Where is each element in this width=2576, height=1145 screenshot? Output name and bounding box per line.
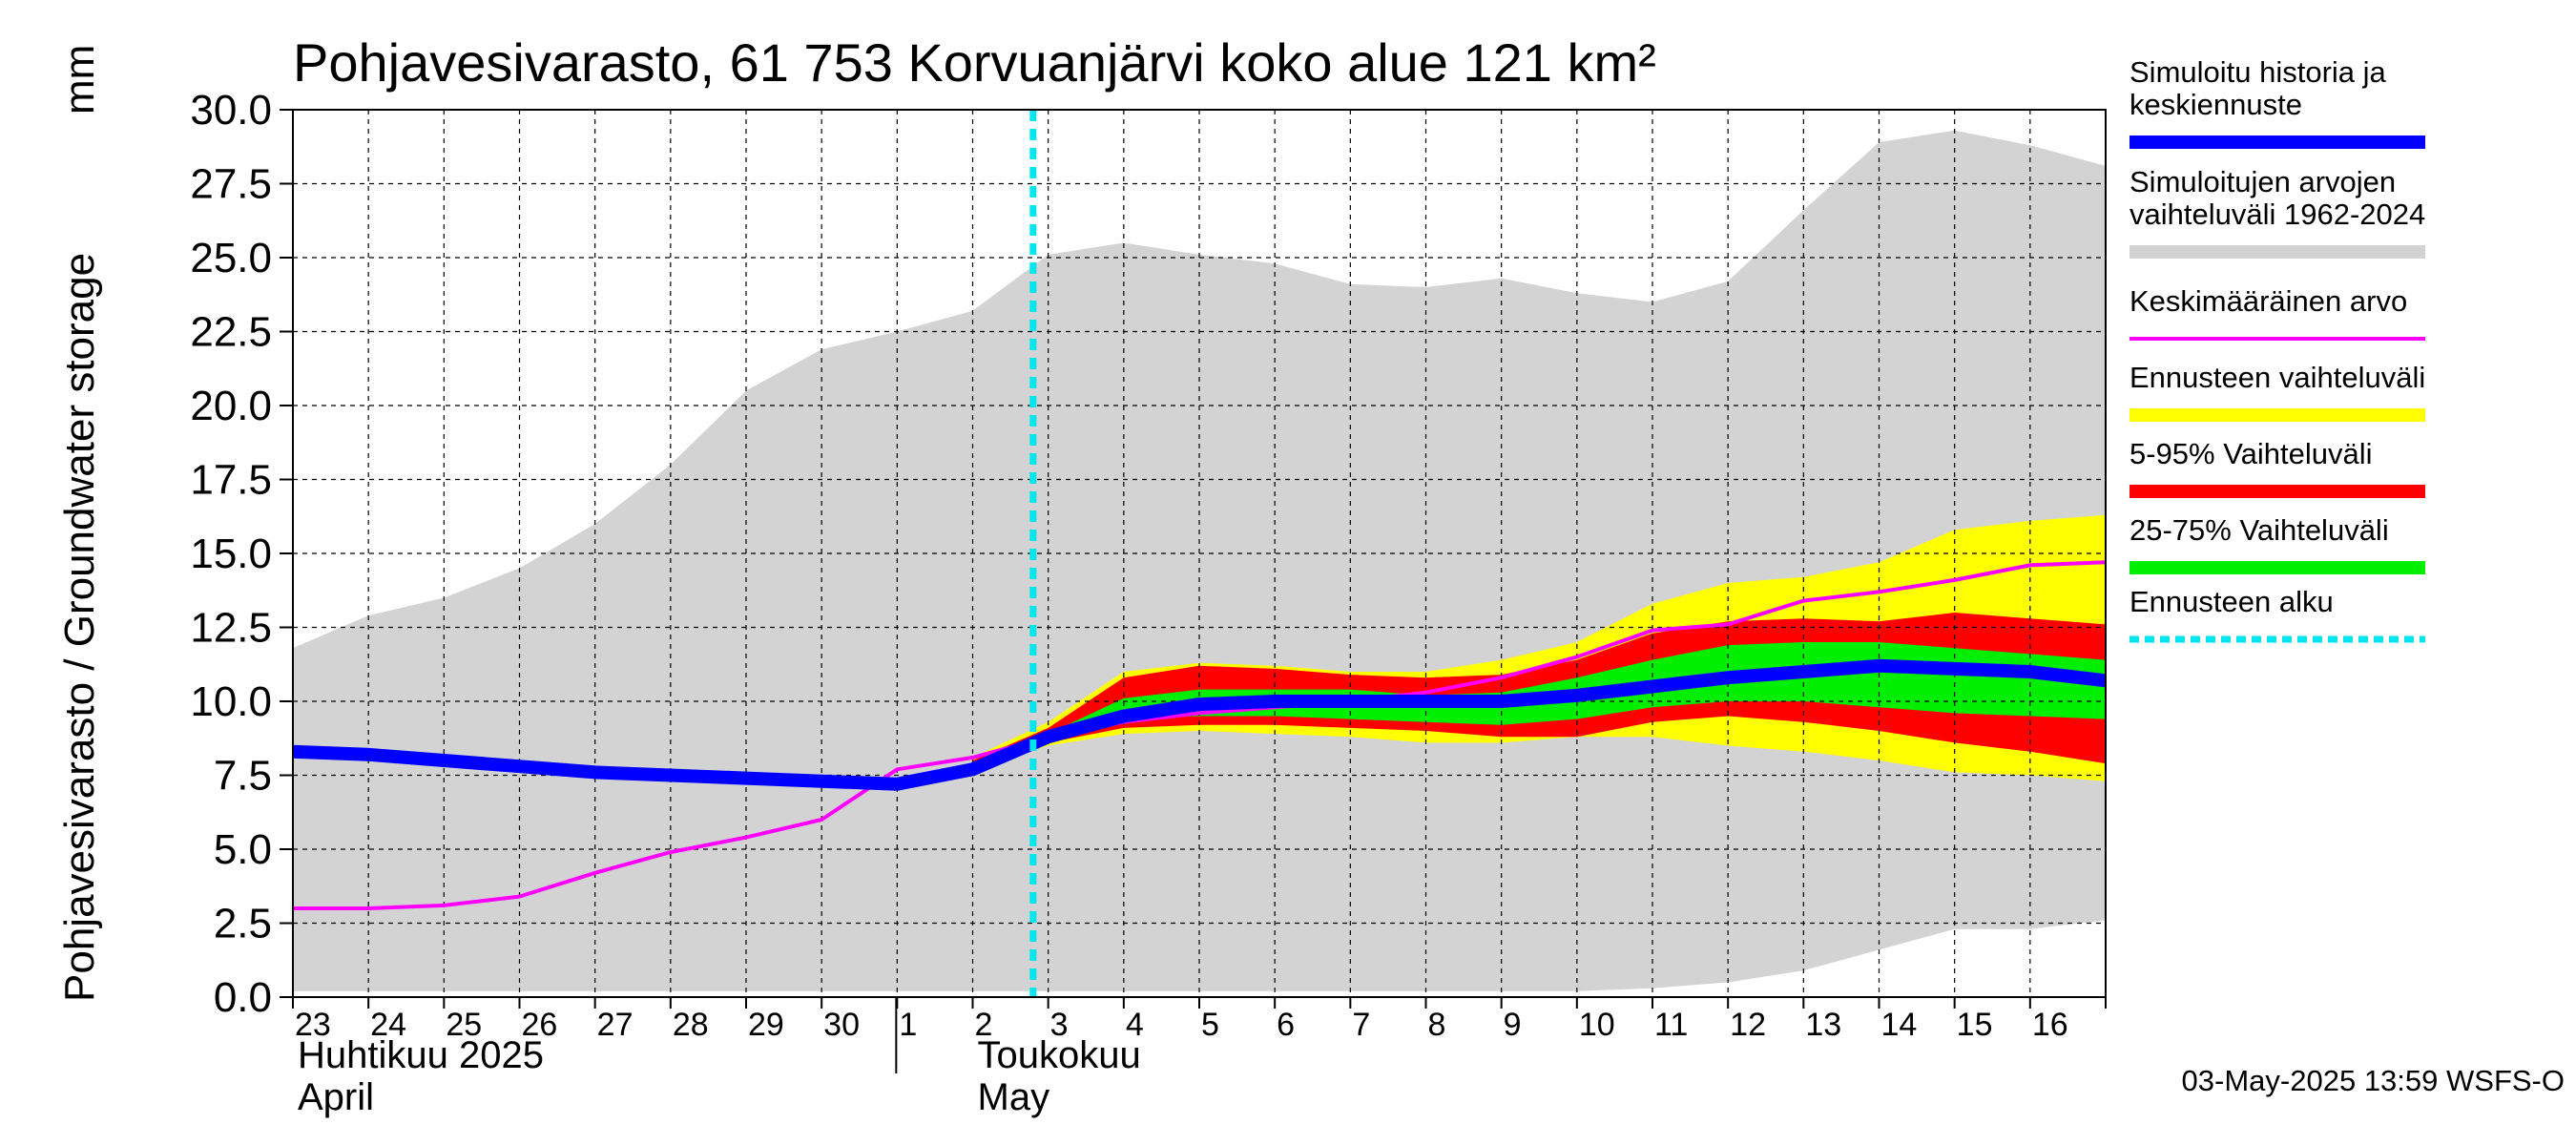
x-tick-label: 11	[1654, 1007, 1688, 1043]
legend-label: keskiennuste	[2129, 88, 2302, 121]
x-tick-label: 12	[1730, 1007, 1766, 1043]
x-tick-label: 10	[1579, 1007, 1615, 1043]
chart-title: Pohjavesivarasto, 61 753 Korvuanjärvi ko…	[293, 32, 1656, 93]
x-tick-label: 13	[1805, 1007, 1841, 1043]
month-label-en: May	[978, 1076, 1050, 1118]
x-tick-label: 29	[748, 1007, 784, 1043]
x-tick-label: 7	[1352, 1007, 1370, 1043]
y-axis-unit: mm	[56, 45, 103, 114]
legend-label: Simuloitu historia ja	[2129, 55, 2387, 89]
y-tick-label: 22.5	[190, 309, 272, 356]
x-tick-label: 1	[899, 1007, 917, 1043]
x-tick-label: 27	[597, 1007, 634, 1043]
x-tick-label: 23	[295, 1007, 331, 1043]
legend-label: vaihteluväli 1962-2024	[2129, 198, 2425, 231]
x-axis-ticks: 23 24 25 26 27 28 29 30 1 2 3 4 5 6 7 8 9 10 11 12 13 14 15 16H…	[292, 997, 2107, 1118]
chart-lines	[292, 110, 2107, 997]
x-tick-label: 24	[370, 1007, 406, 1043]
x-tick-label: 8	[1428, 1007, 1446, 1043]
x-tick-label: 4	[1126, 1007, 1144, 1043]
y-tick-label: 17.5	[190, 457, 272, 504]
legend-label: 5-95% Vaihteluväli	[2129, 437, 2372, 470]
month-label-en: April	[298, 1076, 374, 1118]
y-tick-label: 0.0	[214, 974, 272, 1021]
y-tick-label: 7.5	[214, 753, 272, 800]
x-tick-label: 9	[1504, 1007, 1522, 1043]
x-tick-label: 28	[673, 1007, 709, 1043]
x-tick-label: 15	[1957, 1007, 1993, 1043]
y-tick-label: 10.0	[190, 678, 272, 725]
x-tick-label: 3	[1050, 1007, 1069, 1043]
x-tick-label: 2	[975, 1007, 993, 1043]
x-tick-label: 26	[522, 1007, 558, 1043]
y-axis-ticks: 0.0 2.5 5.0 7.5 10.0 12.5 15.0 17.5 20.0 22.5 25.0…	[190, 87, 293, 1021]
y-tick-label: 12.5	[190, 605, 272, 652]
x-tick-label: 6	[1277, 1007, 1295, 1043]
y-axis-label: Pohjavesivarasto / Groundwater storage	[56, 253, 103, 1002]
median-forecast-line	[292, 658, 2107, 791]
y-tick-label: 27.5	[190, 161, 272, 208]
y-tick-label: 25.0	[190, 235, 272, 281]
legend-label: 25-75% Vaihteluväli	[2129, 513, 2389, 547]
y-tick-label: 20.0	[190, 383, 272, 429]
x-tick-label: 25	[446, 1007, 482, 1043]
x-tick-label: 30	[823, 1007, 860, 1043]
y-tick-label: 5.0	[214, 826, 272, 873]
legend-label: Keskimääräinen arvo	[2129, 284, 2407, 318]
y-tick-label: 15.0	[190, 531, 272, 577]
x-tick-label: 5	[1201, 1007, 1219, 1043]
y-tick-label: 30.0	[190, 87, 272, 134]
legend-label: Simuloitujen arvojen	[2129, 165, 2396, 198]
x-tick-label: 14	[1881, 1007, 1918, 1043]
legend-label: Ennusteen vaihteluväli	[2129, 361, 2425, 394]
mean-value-line	[293, 560, 2107, 910]
footer-timestamp: 03-May-2025 13:59 WSFS-O	[2182, 1064, 2565, 1097]
y-tick-label: 2.5	[214, 901, 272, 947]
month-label: Huhtikuu 2025	[298, 1034, 544, 1076]
legend-label: Ennusteen alku	[2129, 585, 2334, 618]
month-label: Toukokuu	[978, 1034, 1141, 1076]
x-tick-label: 16	[2032, 1007, 2068, 1043]
